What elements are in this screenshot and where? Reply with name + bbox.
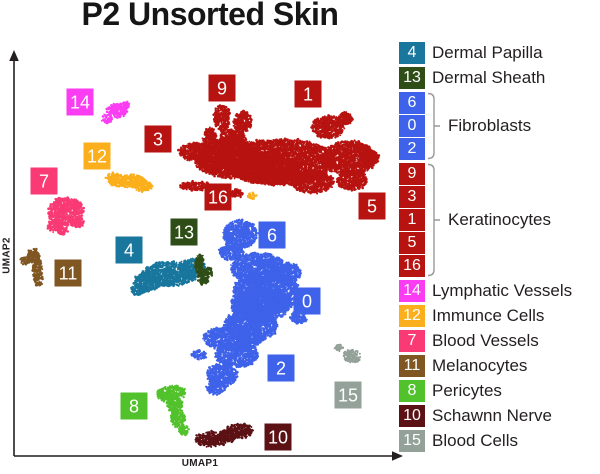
legend-bracket-icon [427,163,440,277]
legend-swatch-11: 11 [399,355,425,377]
legend-swatch-column: 11 [399,355,425,377]
cluster-label-2: 2 [267,354,295,382]
legend-swatch-15: 15 [399,430,425,452]
legend-group: 4 Dermal Papilla [399,42,572,64]
legend-swatch-column: 7 [399,330,425,352]
legend-swatch-2: 2 [399,138,425,160]
legend-label: Dermal Sheath [432,68,546,87]
legend-swatch-7: 7 [399,330,425,352]
legend-label: Keratinocytes [448,210,551,229]
legend-swatch-10: 10 [399,405,425,427]
legend-swatch-14: 14 [399,280,425,302]
cluster-label-8: 8 [120,392,148,420]
cluster-label-9: 9 [208,74,236,102]
legend-swatch-column: 15 [399,430,425,452]
legend-swatch-13: 13 [399,67,425,89]
legend-swatch-12: 12 [399,305,425,327]
cluster-label-1: 1 [294,80,322,108]
legend-swatch-column: 12 [399,305,425,327]
chart-title: P2 Unsorted Skin [81,0,339,32]
cluster-label-15: 15 [334,381,362,409]
legend-swatch-8: 8 [399,380,425,402]
legend-label: Pericytes [432,381,502,400]
legend-swatch-column: 14 [399,280,425,302]
legend-group: 11 Melanocytes [399,355,572,377]
legend-label: Blood Vessels [432,331,539,350]
legend-label: Melanocytes [432,356,528,375]
x-axis-label: UMAP1 [181,458,219,469]
cluster-label-12: 12 [83,142,111,170]
cluster-label-14: 14 [66,88,94,116]
legend-group: 13 Dermal Sheath [399,67,572,89]
legend-swatch-column: 8 [399,380,425,402]
legend-swatch-column: 13 [399,67,425,89]
legend-swatch-5: 5 [399,232,425,254]
legend-swatch-column: 10 [399,405,425,427]
legend-group: 14 Lymphatic Vessels [399,280,572,302]
cluster-label-6: 6 [258,221,286,249]
legend-label: Lymphatic Vessels [432,281,573,300]
legend-swatch-1: 1 [399,209,425,231]
cluster-label-10: 10 [264,423,292,451]
legend-swatch-column: 9 3 1 5 16 [399,163,425,277]
legend: 4 Dermal Papilla 13 Dermal Sheath 6 0 2 Fibrobl… [399,42,572,452]
cluster-label-16: 16 [204,183,232,211]
legend-swatch-3: 3 [399,186,425,208]
cluster-label-4: 4 [115,236,143,264]
legend-group: 7 Blood Vessels [399,330,572,352]
cluster-label-13: 13 [170,218,198,246]
legend-group: 15 Blood Cells [399,430,572,452]
legend-label: Immunce Cells [432,306,545,325]
legend-group: 10 Schawnn Nerve [399,405,572,427]
legend-swatch-16: 16 [399,255,425,277]
legend-swatch-column: 4 [399,42,425,64]
legend-swatch-0: 0 [399,115,425,137]
legend-label: Blood Cells [432,431,518,450]
legend-group: 12 Immunce Cells [399,305,572,327]
cluster-label-3: 3 [144,125,172,153]
cluster-label-11: 11 [54,259,82,287]
y-axis-label: UMAP2 [1,237,13,274]
cluster-label-0: 0 [293,287,321,315]
legend-label: Dermal Papilla [432,43,543,62]
legend-label: Fibroblasts [448,116,532,135]
legend-group: 9 3 1 5 16 Keratinocytes [399,163,572,277]
legend-group: 6 0 2 Fibroblasts [399,92,572,160]
cluster-label-5: 5 [358,192,386,220]
legend-bracket-icon [427,92,440,160]
cluster-label-7: 7 [30,167,58,195]
legend-swatch-4: 4 [399,42,425,64]
x-axis-arrow-icon [392,451,403,461]
y-axis-arrow-icon [9,50,19,61]
legend-swatch-6: 6 [399,92,425,114]
legend-swatch-9: 9 [399,163,425,185]
legend-label: Schawnn Nerve [432,406,553,425]
legend-group: 8 Pericytes [399,380,572,402]
